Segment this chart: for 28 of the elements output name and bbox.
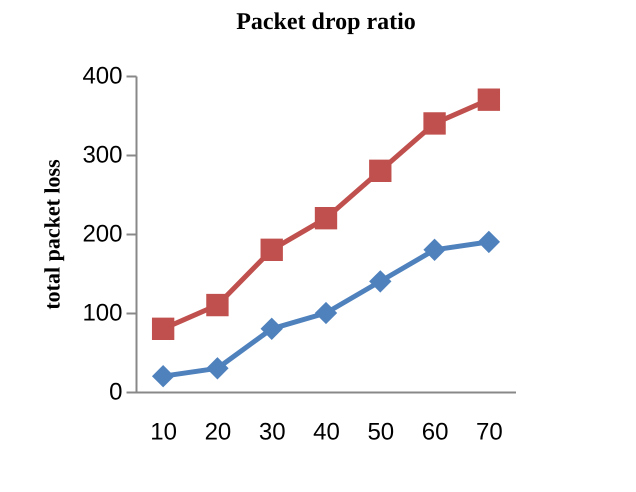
chart-title: Packet drop ratio: [236, 9, 416, 35]
point: [423, 112, 446, 135]
x-tick-label: 40: [313, 418, 340, 446]
point: [260, 318, 283, 340]
point: [314, 207, 338, 230]
point: [152, 318, 174, 340]
y-tick-label: 100: [82, 300, 122, 326]
x-tick-label: 20: [204, 418, 232, 446]
point: [260, 238, 283, 261]
point: [206, 357, 229, 380]
point: [206, 294, 229, 316]
x-tick-label: 10: [150, 418, 177, 446]
point: [314, 302, 338, 324]
point: [478, 88, 500, 111]
y-tick-label: 0: [109, 378, 122, 406]
point: [369, 160, 392, 182]
x-tick-label: 30: [258, 418, 286, 446]
x-tick-label: 50: [367, 418, 394, 446]
y-tick-label: 400: [82, 62, 122, 90]
y-tick-label: 200: [82, 220, 122, 248]
y-axis-title: total packet loss: [39, 158, 64, 310]
y-tick-label: 300: [82, 142, 122, 168]
x-tick-label: 70: [476, 418, 503, 446]
point: [369, 270, 392, 293]
x-tick-label: 60: [422, 418, 448, 446]
point: [478, 230, 500, 254]
point: [152, 365, 174, 388]
point: [423, 238, 446, 261]
